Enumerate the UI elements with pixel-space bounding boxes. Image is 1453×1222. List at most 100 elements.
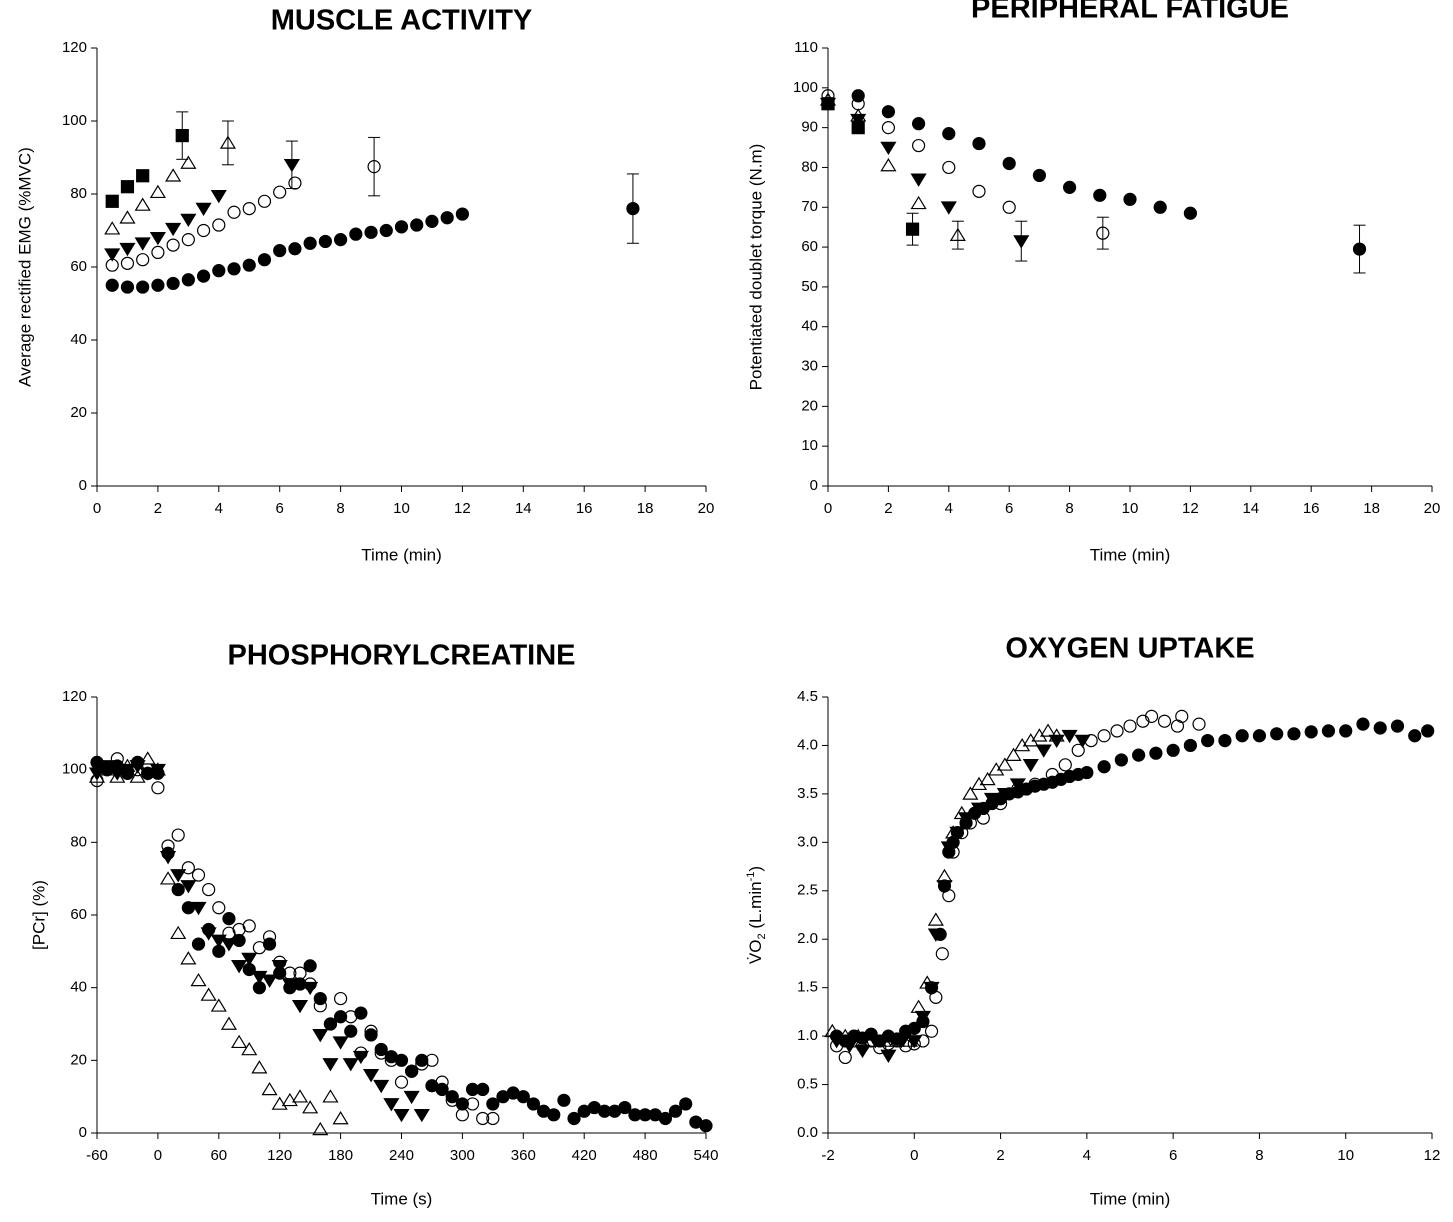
y-tick-label: 30 xyxy=(801,358,818,375)
chart-panel: OXYGEN UPTAKE 0.0 0.5 1.0 1.5 2.0 2.5 3.0 3.5 4.0… xyxy=(745,633,1440,1209)
data-point xyxy=(384,1053,398,1067)
x-tick-label: 10 xyxy=(1337,1147,1354,1164)
data-point xyxy=(241,1041,258,1056)
y-axis-label-part: V̇O xyxy=(746,939,765,964)
data-point xyxy=(936,880,953,894)
data-point xyxy=(120,280,135,294)
y-axis-label: V̇O2 (L.min-1) xyxy=(745,866,768,964)
data-point xyxy=(1352,242,1367,256)
data-point xyxy=(435,1082,449,1097)
data-point xyxy=(149,231,166,246)
data-point xyxy=(349,227,363,241)
data-point xyxy=(134,237,151,251)
error-bar xyxy=(1096,216,1109,250)
data-point xyxy=(876,1033,893,1047)
data-point xyxy=(1252,729,1267,743)
x-tick-label: 120 xyxy=(267,1147,292,1164)
data-point xyxy=(151,781,165,795)
data-point xyxy=(914,1010,931,1025)
data-point xyxy=(393,1108,410,1123)
data-point xyxy=(394,220,409,234)
x-tick-label: 14 xyxy=(515,500,532,517)
data-point xyxy=(318,234,332,249)
data-point xyxy=(1045,767,1059,782)
data-point xyxy=(291,999,309,1014)
data-point xyxy=(291,1089,309,1103)
y-tick-label: 120 xyxy=(62,39,87,56)
y-axis-label-part: -1 xyxy=(745,872,757,882)
data-point xyxy=(271,960,288,974)
data-point xyxy=(220,1016,238,1030)
data-point xyxy=(344,1024,358,1038)
data-point xyxy=(342,1058,359,1072)
chart-panel: PERIPHERAL FATIGUE0102030405060708090100… xyxy=(746,0,1440,564)
data-point xyxy=(222,912,236,926)
data-point xyxy=(191,937,206,951)
x-tick-label: 2 xyxy=(154,500,162,517)
data-point xyxy=(1080,765,1094,780)
data-point xyxy=(1114,753,1128,767)
data-point xyxy=(962,786,979,800)
y-tick-label: 100 xyxy=(62,112,87,129)
y-tick-label: 120 xyxy=(62,688,87,705)
data-point xyxy=(195,202,212,217)
data-point xyxy=(940,201,957,215)
x-tick-label: 180 xyxy=(328,1147,353,1164)
data-point xyxy=(1157,714,1172,728)
data-point xyxy=(200,927,217,941)
y-tick-label: 90 xyxy=(801,119,818,136)
data-point xyxy=(1339,724,1353,738)
y-tick-label: 0.0 xyxy=(797,1124,818,1141)
data-point xyxy=(927,912,944,926)
data-point xyxy=(410,218,424,232)
x-tick-label: 2 xyxy=(884,500,892,517)
data-point xyxy=(1096,226,1110,240)
chart-title: PHOSPHORYLCREATINE xyxy=(227,640,575,672)
data-point xyxy=(252,941,266,955)
y-tick-label: 100 xyxy=(793,79,818,96)
data-point xyxy=(110,752,124,766)
data-point xyxy=(658,1111,673,1126)
x-tick-label: 16 xyxy=(576,500,593,517)
data-point xyxy=(212,218,226,232)
chart-title: MUSCLE ACTIVITY xyxy=(271,5,533,37)
data-point xyxy=(465,1097,480,1111)
data-point xyxy=(181,233,195,247)
data-point xyxy=(1022,733,1039,747)
data-point xyxy=(557,1093,571,1107)
data-point xyxy=(120,256,135,270)
data-point xyxy=(1149,746,1163,760)
data-point xyxy=(942,889,956,903)
data-point xyxy=(151,245,165,259)
data-point xyxy=(1421,724,1435,738)
data-point xyxy=(679,1097,693,1111)
data-point xyxy=(1123,192,1137,206)
data-point xyxy=(210,189,227,204)
data-point xyxy=(405,1064,419,1078)
x-tick-label: 20 xyxy=(1424,500,1441,517)
chart-title: OXYGEN UPTAKE xyxy=(1005,633,1254,665)
x-tick-label: 20 xyxy=(698,500,715,517)
x-tick-label: 6 xyxy=(276,500,284,517)
y-tick-label: 0 xyxy=(79,1124,87,1141)
y-axis-label: Potentiated doublet torque (N.m) xyxy=(746,144,765,391)
data-point xyxy=(996,788,1013,802)
data-point xyxy=(988,762,1005,776)
data-point xyxy=(1235,729,1249,743)
x-tick-label: 6 xyxy=(1005,500,1013,517)
data-point xyxy=(191,868,206,882)
y-axis-label-part: (L.min xyxy=(746,881,765,933)
data-point xyxy=(911,138,926,153)
data-point xyxy=(202,882,216,897)
data-point xyxy=(1074,734,1091,749)
data-point xyxy=(281,1092,298,1107)
data-point xyxy=(1153,200,1167,214)
y-tick-label: 80 xyxy=(70,833,87,850)
data-point xyxy=(227,205,241,219)
data-point xyxy=(1039,723,1057,737)
data-point xyxy=(394,1075,409,1089)
data-point xyxy=(119,242,136,257)
data-point xyxy=(170,869,187,883)
data-point xyxy=(824,1023,841,1038)
data-point xyxy=(220,938,238,952)
